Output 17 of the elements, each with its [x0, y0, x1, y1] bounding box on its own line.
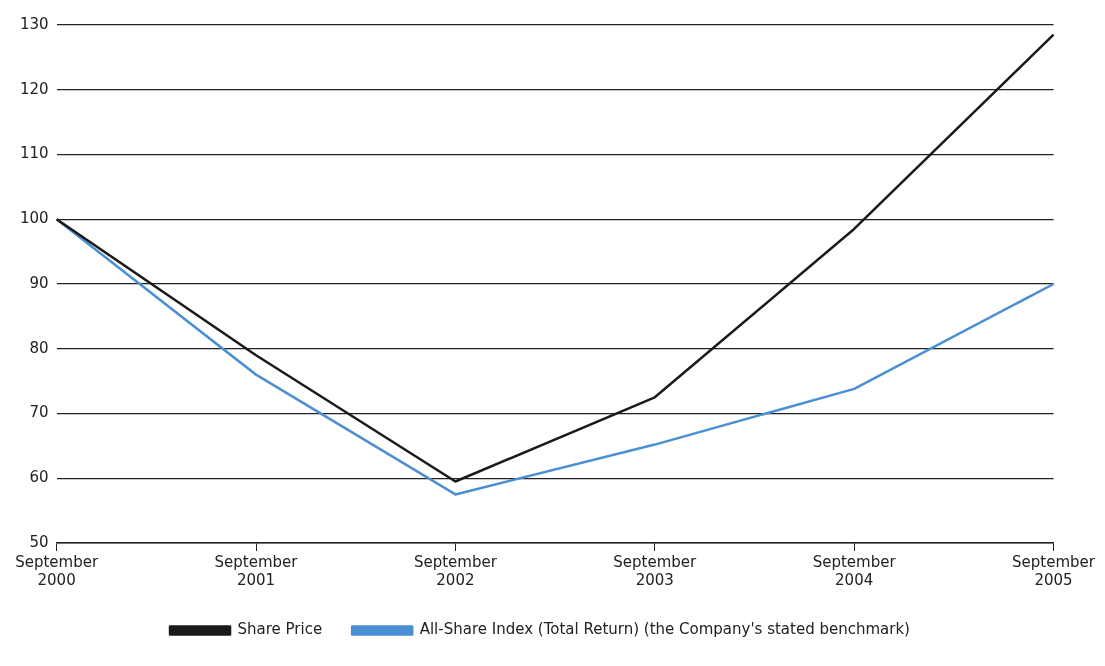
legend-label: Share Price [237, 620, 323, 639]
y-tick-label: 90 [29, 273, 49, 292]
x-tick-label: September 2004 [812, 552, 897, 589]
x-tick-label: September 2002 [413, 552, 498, 589]
y-tick-label: 60 [29, 468, 49, 487]
x-tick-label: September 2000 [15, 552, 99, 589]
legend-label: All-Share Index (Total Return) (the Company's stated benchmark) [419, 620, 910, 639]
x-tick-label: September 2001 [214, 552, 299, 589]
x-tick-label: September 2005 [1012, 552, 1096, 589]
x-tick-label: September 2003 [613, 552, 698, 589]
y-tick-label: 130 [19, 14, 49, 33]
y-tick-label: 50 [29, 532, 49, 551]
y-tick-label: 70 [29, 403, 49, 422]
y-tick-label: 100 [19, 209, 49, 228]
y-tick-label: 110 [19, 144, 49, 163]
y-tick-label: 120 [19, 79, 49, 98]
y-tick-label: 80 [29, 338, 49, 357]
